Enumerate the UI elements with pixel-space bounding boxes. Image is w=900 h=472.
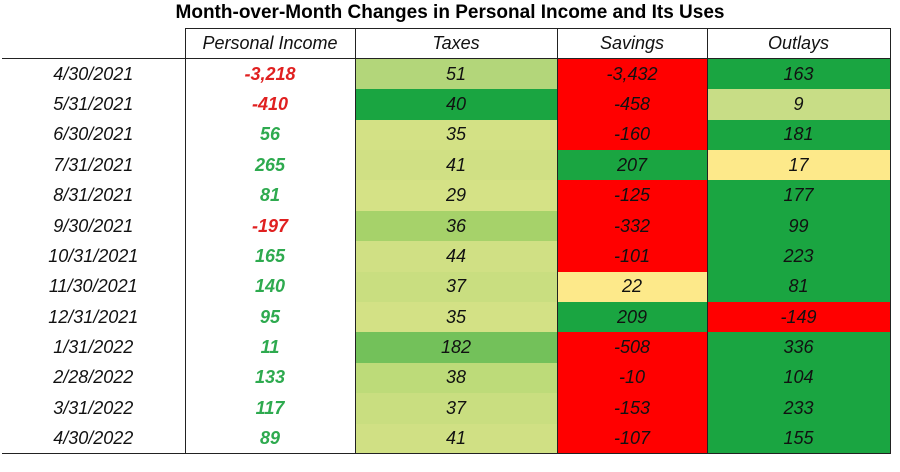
outlays-cell: 155 (707, 423, 891, 455)
taxes-cell: 38 (355, 362, 558, 394)
table-row: 1/31/2022 11 182 -508 336 (2, 332, 891, 363)
taxes-cell: 37 (355, 271, 558, 303)
savings-cell: -508 (557, 332, 708, 363)
table-row: 6/30/2021 56 35 -160 181 (2, 119, 891, 151)
outlays-cell: 17 (707, 150, 891, 181)
table-row: 8/31/2021 81 29 -125 177 (2, 180, 891, 211)
row-date: 8/31/2021 (2, 180, 186, 211)
outlays-cell: 336 (707, 332, 891, 363)
savings-cell: 22 (557, 271, 708, 303)
outlays-cell: 223 (707, 241, 891, 272)
savings-cell: -153 (557, 393, 708, 424)
outlays-cell: 181 (707, 119, 891, 151)
row-date: 1/31/2022 (2, 332, 186, 363)
header-row: Personal Income Taxes Savings Outlays (2, 27, 891, 60)
row-date: 3/31/2022 (2, 393, 186, 424)
personal-income-cell: 165 (185, 241, 356, 272)
table-row: 12/31/2021 95 35 209 -149 (2, 302, 891, 333)
outlays-cell: 9 (707, 89, 891, 120)
table-row: 5/31/2021 -410 40 -458 9 (2, 89, 891, 120)
chart-title: Month-over-Month Changes in Personal Inc… (175, 2, 725, 23)
row-date: 5/31/2021 (2, 89, 186, 120)
savings-cell: -3,432 (557, 58, 708, 90)
savings-cell: -160 (557, 119, 708, 151)
table-row: 4/30/2022 89 41 -107 155 (2, 423, 891, 455)
outlays-cell: 81 (707, 271, 891, 303)
row-date: 4/30/2021 (2, 58, 186, 90)
taxes-cell: 36 (355, 210, 558, 242)
table-row: 11/30/2021 140 37 22 81 (2, 271, 891, 303)
personal-income-cell: -197 (185, 210, 356, 242)
row-date: 6/30/2021 (2, 119, 186, 151)
heatmap-table: Personal Income Taxes Savings Outlays 4/… (2, 27, 891, 455)
savings-cell: -10 (557, 362, 708, 394)
outlays-cell: 99 (707, 210, 891, 242)
personal-income-cell: 265 (185, 150, 356, 181)
taxes-cell: 35 (355, 119, 558, 151)
personal-income-cell: 89 (185, 423, 356, 455)
personal-income-cell: 95 (185, 302, 356, 333)
taxes-cell: 51 (355, 58, 558, 90)
table-row: 9/30/2021 -197 36 -332 99 (2, 210, 891, 242)
taxes-cell: 37 (355, 393, 558, 424)
outlays-cell: 177 (707, 180, 891, 211)
outlays-cell: 163 (707, 58, 891, 90)
taxes-cell: 182 (355, 332, 558, 363)
personal-income-cell: 81 (185, 180, 356, 211)
savings-cell: -458 (557, 89, 708, 120)
taxes-cell: 41 (355, 150, 558, 181)
row-date: 2/28/2022 (2, 362, 186, 394)
savings-cell: -125 (557, 180, 708, 211)
header-outlays: Outlays (706, 27, 891, 60)
row-date: 9/30/2021 (2, 210, 186, 242)
header-personal-income: Personal Income (184, 27, 356, 60)
header-savings: Savings (556, 27, 708, 60)
table-row: 7/31/2021 265 41 207 17 (2, 150, 891, 181)
outlays-cell: -149 (707, 302, 891, 333)
taxes-cell: 29 (355, 180, 558, 211)
table-row: 3/31/2022 117 37 -153 233 (2, 393, 891, 424)
row-date: 11/30/2021 (2, 271, 186, 303)
savings-cell: -101 (557, 241, 708, 272)
row-date: 10/31/2021 (2, 241, 186, 272)
personal-income-cell: -410 (185, 89, 356, 120)
personal-income-cell: 56 (185, 119, 356, 151)
outlays-cell: 104 (707, 362, 891, 394)
header-blank (2, 28, 186, 60)
taxes-cell: 41 (355, 423, 558, 455)
taxes-cell: 40 (355, 89, 558, 120)
savings-cell: -332 (557, 210, 708, 242)
savings-cell: -107 (557, 423, 708, 455)
personal-income-cell: 117 (185, 393, 356, 424)
row-date: 4/30/2022 (2, 423, 186, 455)
table-row: 4/30/2021 -3,218 51 -3,432 163 (2, 58, 891, 90)
table-row: 2/28/2022 133 38 -10 104 (2, 362, 891, 394)
savings-cell: 209 (557, 302, 708, 333)
savings-cell: 207 (557, 150, 708, 181)
personal-income-cell: 140 (185, 271, 356, 303)
header-taxes: Taxes (354, 27, 558, 60)
table-body: 4/30/2021 -3,218 51 -3,432 163 5/31/2021 -410 4… (2, 58, 891, 455)
row-date: 7/31/2021 (2, 150, 186, 181)
personal-income-cell: -3,218 (185, 58, 356, 90)
outlays-cell: 233 (707, 393, 891, 424)
taxes-cell: 44 (355, 241, 558, 272)
personal-income-cell: 133 (185, 362, 356, 394)
row-date: 12/31/2021 (2, 302, 186, 333)
personal-income-cell: 11 (185, 332, 356, 363)
table-row: 10/31/2021 165 44 -101 223 (2, 241, 891, 272)
taxes-cell: 35 (355, 302, 558, 333)
